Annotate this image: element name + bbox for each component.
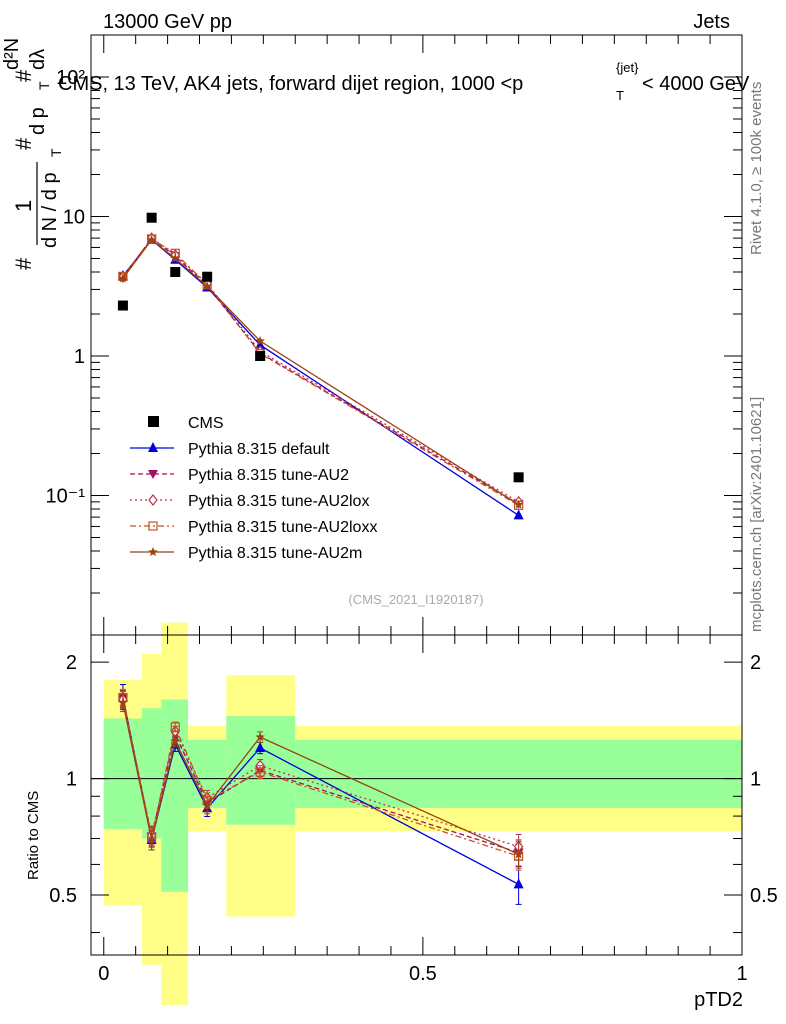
legend-label-series-4: Pythia 8.315 tune-AU2m [188, 545, 362, 562]
ylabel-sub-t2: T [36, 81, 52, 90]
data-marker-pt-1 [146, 212, 157, 223]
band-green-5 [295, 739, 742, 808]
data-marker-pt-0 [117, 300, 128, 311]
ratio-ytick-label-right-1: 1 [750, 769, 761, 791]
legend-marker-data [148, 416, 159, 427]
main-ylabel: # 1 d N / d p T # d p T # d²N dλ [1, 38, 64, 270]
ylabel-sub-t1: T [48, 148, 64, 157]
main-marker-series-0-pt-5 [513, 509, 524, 520]
ratio-ytick-label-left-0: 0.5 [49, 885, 77, 907]
data-marker-pt-4 [255, 350, 266, 361]
ratio-marker-series-3-pt-2 [170, 722, 180, 732]
ratio-marker-series-4-pt-5 [513, 849, 524, 859]
legend: CMS Pythia 8.315 default Pythia 8.315 tune… [130, 415, 377, 562]
legend-label-data: CMS [188, 415, 224, 432]
xlabel: pTD2 [694, 989, 743, 1011]
ratio-line-series-3 [122, 697, 519, 857]
ratio-marker-series-4-pt-1 [146, 834, 157, 845]
ratio-ytick-label-right-0: 0.5 [750, 885, 778, 907]
main-marker-series-4-pt-3 [202, 281, 212, 291]
ratio-marker-series-4-pt-4 [255, 732, 265, 742]
legend-marker-series-1 [148, 470, 158, 479]
data-marker-pt-5 [513, 472, 524, 483]
plot-title: CMS, 13 TeV, AK4 jets, forward dijet reg… [58, 60, 750, 103]
ratio-marker-series-4-pt-3 [202, 800, 212, 810]
ylabel-dlambda: dλ [27, 49, 49, 70]
xtick-label-0: 0 [98, 963, 109, 985]
legend-marker-series-2 [148, 494, 158, 506]
ratio-ytick-label-left-2: 2 [66, 652, 77, 674]
main-ytick-label-2: 10 [63, 206, 85, 228]
ylabel-hash1: # [11, 257, 36, 270]
ylabel-one: 1 [11, 200, 36, 212]
main-ytick-label-3: 10² [56, 67, 85, 89]
ratio-ytick-label-right-2: 2 [750, 652, 761, 674]
data-marker-pt-2 [170, 267, 181, 278]
ylabel-denominator: d N / d p [39, 172, 61, 248]
ratio-series [117, 684, 524, 905]
title-sub: T [616, 88, 624, 103]
analysis-label: (CMS_2021_I1920187) [348, 592, 483, 607]
ylabel-d2n: d²N [1, 38, 23, 70]
band-green-0 [103, 718, 143, 830]
legend-label-series-1: Pythia 8.315 tune-AU2 [188, 467, 349, 484]
source-label: mcplots.cern.ch [arXiv:2401.10621] [748, 397, 765, 632]
axes: 10⁻¹ 1 10 10² 0.5 0.5 1 1 2 2 0 0.5 1 [46, 34, 778, 985]
legend-label-series-2: Pythia 8.315 tune-AU2lox [188, 493, 369, 510]
main-ytick-label-1: 1 [74, 346, 85, 368]
main-line-series-1 [122, 237, 519, 505]
data-marker-pt-3 [202, 271, 213, 282]
main-line-series-4 [122, 238, 519, 506]
main-marker-series-4-pt-5 [513, 499, 524, 509]
main-line-series-3 [122, 238, 519, 506]
main-line-series-2 [122, 237, 519, 503]
ylabel-dpt: d p [27, 107, 49, 135]
main-marker-series-0-pt-4 [255, 338, 266, 349]
ratio-marker-series-4-pt-2 [170, 736, 180, 746]
ylabel-hash3: # [11, 69, 36, 82]
ratio-line-series-1 [122, 698, 519, 854]
legend-marker-series-4 [148, 547, 158, 557]
ratio-frame [90, 634, 743, 956]
legend-label-series-3: Pythia 8.315 tune-AU2loxx [188, 519, 377, 536]
ratio-marker-series-0-pt-5 [513, 878, 524, 889]
main-marker-series-4-pt-2 [170, 253, 180, 263]
uncertainty-bands [91, 622, 742, 1005]
main-marker-series-4-pt-0 [118, 273, 128, 283]
main-marker-series-4-pt-1 [146, 234, 157, 244]
ratio-ylabel: Ratio to CMS [25, 791, 42, 880]
legend-label-series-0: Pythia 8.315 default [188, 441, 330, 458]
energy-label: 13000 GeV pp [103, 11, 232, 33]
title-tail: < 4000 GeV [642, 73, 750, 95]
legend-marker-series-0 [148, 442, 158, 452]
band-green-1 [142, 708, 162, 839]
category-label: Jets [693, 11, 730, 33]
ratio-marker-series-4-pt-0 [118, 697, 128, 707]
xtick-label-2: 1 [736, 963, 747, 985]
ratio-ytick-label-left-1: 1 [66, 769, 77, 791]
ratio-line-series-4 [122, 702, 519, 855]
xtick-label-1: 0.5 [409, 963, 437, 985]
legend-marker-series-3 [148, 521, 158, 531]
ratio-marker-series-0-pt-4 [255, 741, 266, 752]
title-sup: {jet} [616, 60, 639, 75]
main-ytick-label-0: 10⁻¹ [46, 485, 86, 507]
main-series [117, 212, 524, 520]
title-text: CMS, 13 TeV, AK4 jets, forward dijet reg… [58, 73, 523, 95]
rivet-label: Rivet 4.1.0, ≥ 100k events [748, 82, 765, 255]
ratio-marker-series-3-pt-4 [255, 767, 265, 777]
main-marker-series-4-pt-4 [255, 336, 265, 346]
ylabel-hash2: # [11, 137, 36, 150]
